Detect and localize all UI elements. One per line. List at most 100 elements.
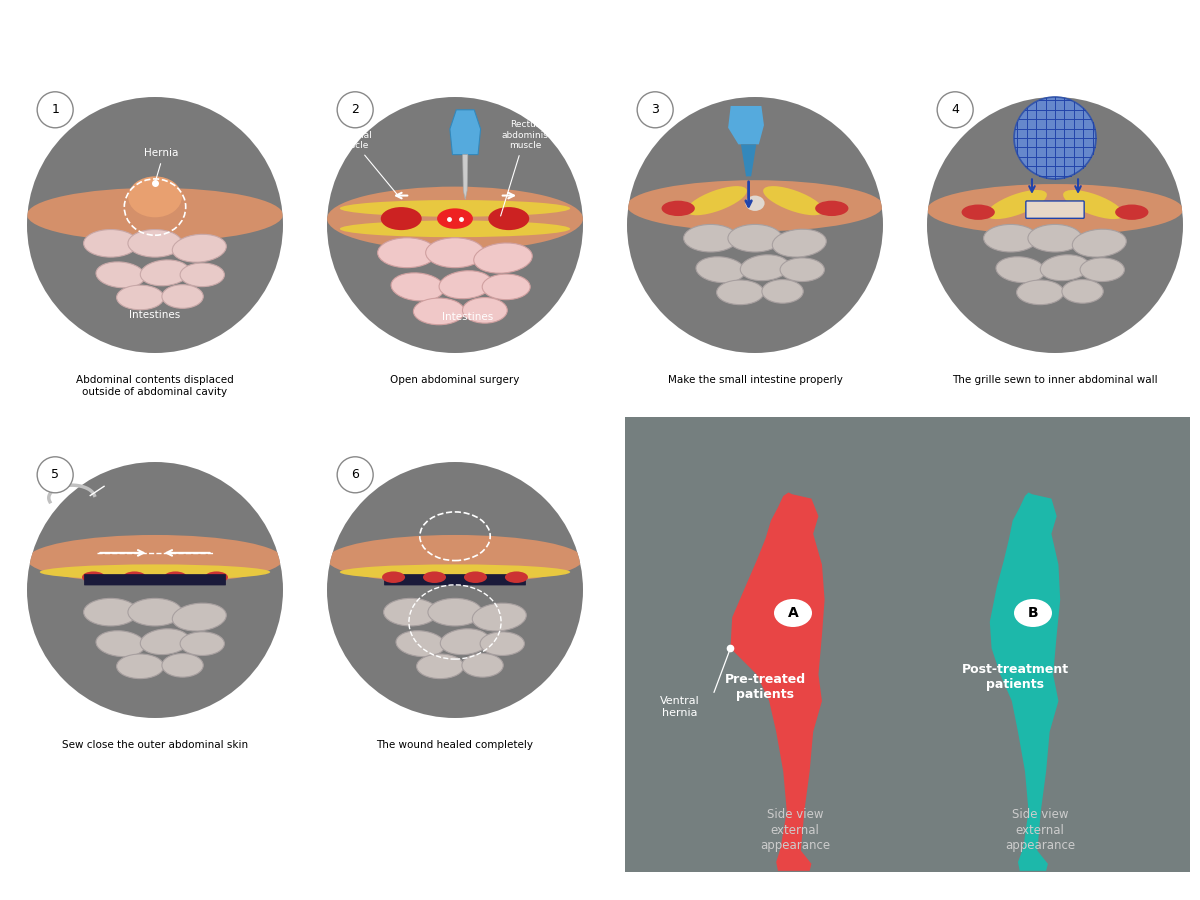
Ellipse shape bbox=[116, 654, 164, 679]
Circle shape bbox=[326, 462, 583, 718]
Text: Side view
external
appearance: Side view external appearance bbox=[1004, 808, 1075, 851]
Ellipse shape bbox=[384, 598, 438, 625]
Ellipse shape bbox=[1028, 224, 1082, 252]
Ellipse shape bbox=[437, 209, 473, 229]
Ellipse shape bbox=[462, 298, 508, 323]
Ellipse shape bbox=[391, 273, 444, 301]
Ellipse shape bbox=[413, 298, 464, 325]
Ellipse shape bbox=[628, 180, 883, 231]
Ellipse shape bbox=[488, 207, 529, 230]
Ellipse shape bbox=[474, 243, 533, 274]
Circle shape bbox=[1014, 97, 1096, 179]
Ellipse shape bbox=[661, 201, 695, 216]
FancyBboxPatch shape bbox=[625, 417, 1190, 872]
Ellipse shape bbox=[1073, 230, 1127, 257]
Polygon shape bbox=[990, 492, 1061, 871]
Ellipse shape bbox=[326, 535, 583, 583]
Text: Rectus
abdominis
muscle: Rectus abdominis muscle bbox=[500, 121, 548, 216]
Ellipse shape bbox=[780, 258, 824, 282]
Ellipse shape bbox=[986, 190, 1046, 219]
Ellipse shape bbox=[1016, 280, 1064, 305]
Ellipse shape bbox=[396, 631, 445, 657]
Text: The wound healed completely: The wound healed completely bbox=[377, 740, 534, 750]
Ellipse shape bbox=[162, 284, 203, 309]
Polygon shape bbox=[731, 492, 824, 871]
Ellipse shape bbox=[505, 572, 528, 583]
Ellipse shape bbox=[326, 186, 583, 250]
Text: Ventral
hernia: Ventral hernia bbox=[660, 697, 700, 718]
Ellipse shape bbox=[740, 255, 790, 281]
Ellipse shape bbox=[928, 184, 1183, 235]
Ellipse shape bbox=[1014, 599, 1052, 627]
Polygon shape bbox=[463, 155, 468, 200]
Ellipse shape bbox=[122, 572, 146, 583]
Text: A: A bbox=[787, 606, 798, 620]
Ellipse shape bbox=[96, 262, 145, 288]
Ellipse shape bbox=[340, 200, 570, 217]
Ellipse shape bbox=[82, 572, 106, 583]
Ellipse shape bbox=[416, 654, 464, 679]
FancyBboxPatch shape bbox=[384, 574, 526, 585]
Circle shape bbox=[326, 97, 583, 353]
Ellipse shape bbox=[340, 220, 570, 238]
Ellipse shape bbox=[815, 201, 848, 216]
Ellipse shape bbox=[716, 280, 764, 305]
Text: Hernia: Hernia bbox=[144, 148, 179, 158]
Text: The grille sewn to inner abdominal wall: The grille sewn to inner abdominal wall bbox=[952, 375, 1158, 385]
Ellipse shape bbox=[1063, 190, 1123, 219]
Circle shape bbox=[937, 92, 973, 128]
Ellipse shape bbox=[28, 535, 283, 583]
Ellipse shape bbox=[1062, 280, 1103, 303]
Text: B: B bbox=[1027, 606, 1038, 620]
Ellipse shape bbox=[164, 572, 187, 583]
Ellipse shape bbox=[173, 234, 227, 262]
Circle shape bbox=[628, 97, 883, 353]
Text: Intestines: Intestines bbox=[442, 312, 493, 322]
Ellipse shape bbox=[96, 631, 145, 657]
Ellipse shape bbox=[1080, 258, 1124, 282]
Ellipse shape bbox=[686, 186, 746, 215]
Ellipse shape bbox=[462, 653, 503, 677]
Text: Post-treatment
patients: Post-treatment patients bbox=[961, 663, 1068, 691]
Ellipse shape bbox=[439, 271, 492, 299]
Ellipse shape bbox=[128, 230, 182, 257]
Text: 2: 2 bbox=[352, 104, 359, 116]
Ellipse shape bbox=[380, 207, 421, 230]
Ellipse shape bbox=[1115, 204, 1148, 220]
Ellipse shape bbox=[728, 224, 782, 252]
Circle shape bbox=[337, 457, 373, 493]
Circle shape bbox=[637, 92, 673, 128]
FancyBboxPatch shape bbox=[1026, 201, 1084, 219]
Ellipse shape bbox=[382, 572, 406, 583]
Ellipse shape bbox=[773, 230, 827, 257]
Ellipse shape bbox=[173, 603, 227, 631]
Text: Make the small intestine properly: Make the small intestine properly bbox=[667, 375, 842, 385]
Ellipse shape bbox=[1040, 255, 1090, 281]
Ellipse shape bbox=[961, 204, 995, 220]
Text: 5: 5 bbox=[52, 468, 59, 482]
Text: 6: 6 bbox=[352, 468, 359, 482]
Circle shape bbox=[28, 97, 283, 353]
Ellipse shape bbox=[996, 256, 1045, 283]
Circle shape bbox=[337, 92, 373, 128]
Text: Sew close the outer abdominal skin: Sew close the outer abdominal skin bbox=[62, 740, 248, 750]
Ellipse shape bbox=[28, 188, 283, 241]
Circle shape bbox=[37, 92, 73, 128]
Text: External
muscle: External muscle bbox=[334, 130, 400, 197]
Ellipse shape bbox=[84, 598, 138, 625]
Text: 4: 4 bbox=[952, 104, 959, 116]
Polygon shape bbox=[450, 110, 480, 155]
Ellipse shape bbox=[128, 176, 182, 217]
Text: 3: 3 bbox=[652, 104, 659, 116]
Circle shape bbox=[28, 462, 283, 718]
Ellipse shape bbox=[140, 260, 190, 286]
Ellipse shape bbox=[426, 238, 485, 267]
Polygon shape bbox=[728, 106, 764, 144]
Ellipse shape bbox=[40, 564, 270, 580]
Circle shape bbox=[37, 457, 73, 493]
Ellipse shape bbox=[762, 280, 803, 303]
Ellipse shape bbox=[774, 599, 812, 627]
Circle shape bbox=[928, 97, 1183, 353]
Ellipse shape bbox=[162, 653, 203, 677]
Text: Pre-treated
patients: Pre-treated patients bbox=[725, 673, 805, 701]
